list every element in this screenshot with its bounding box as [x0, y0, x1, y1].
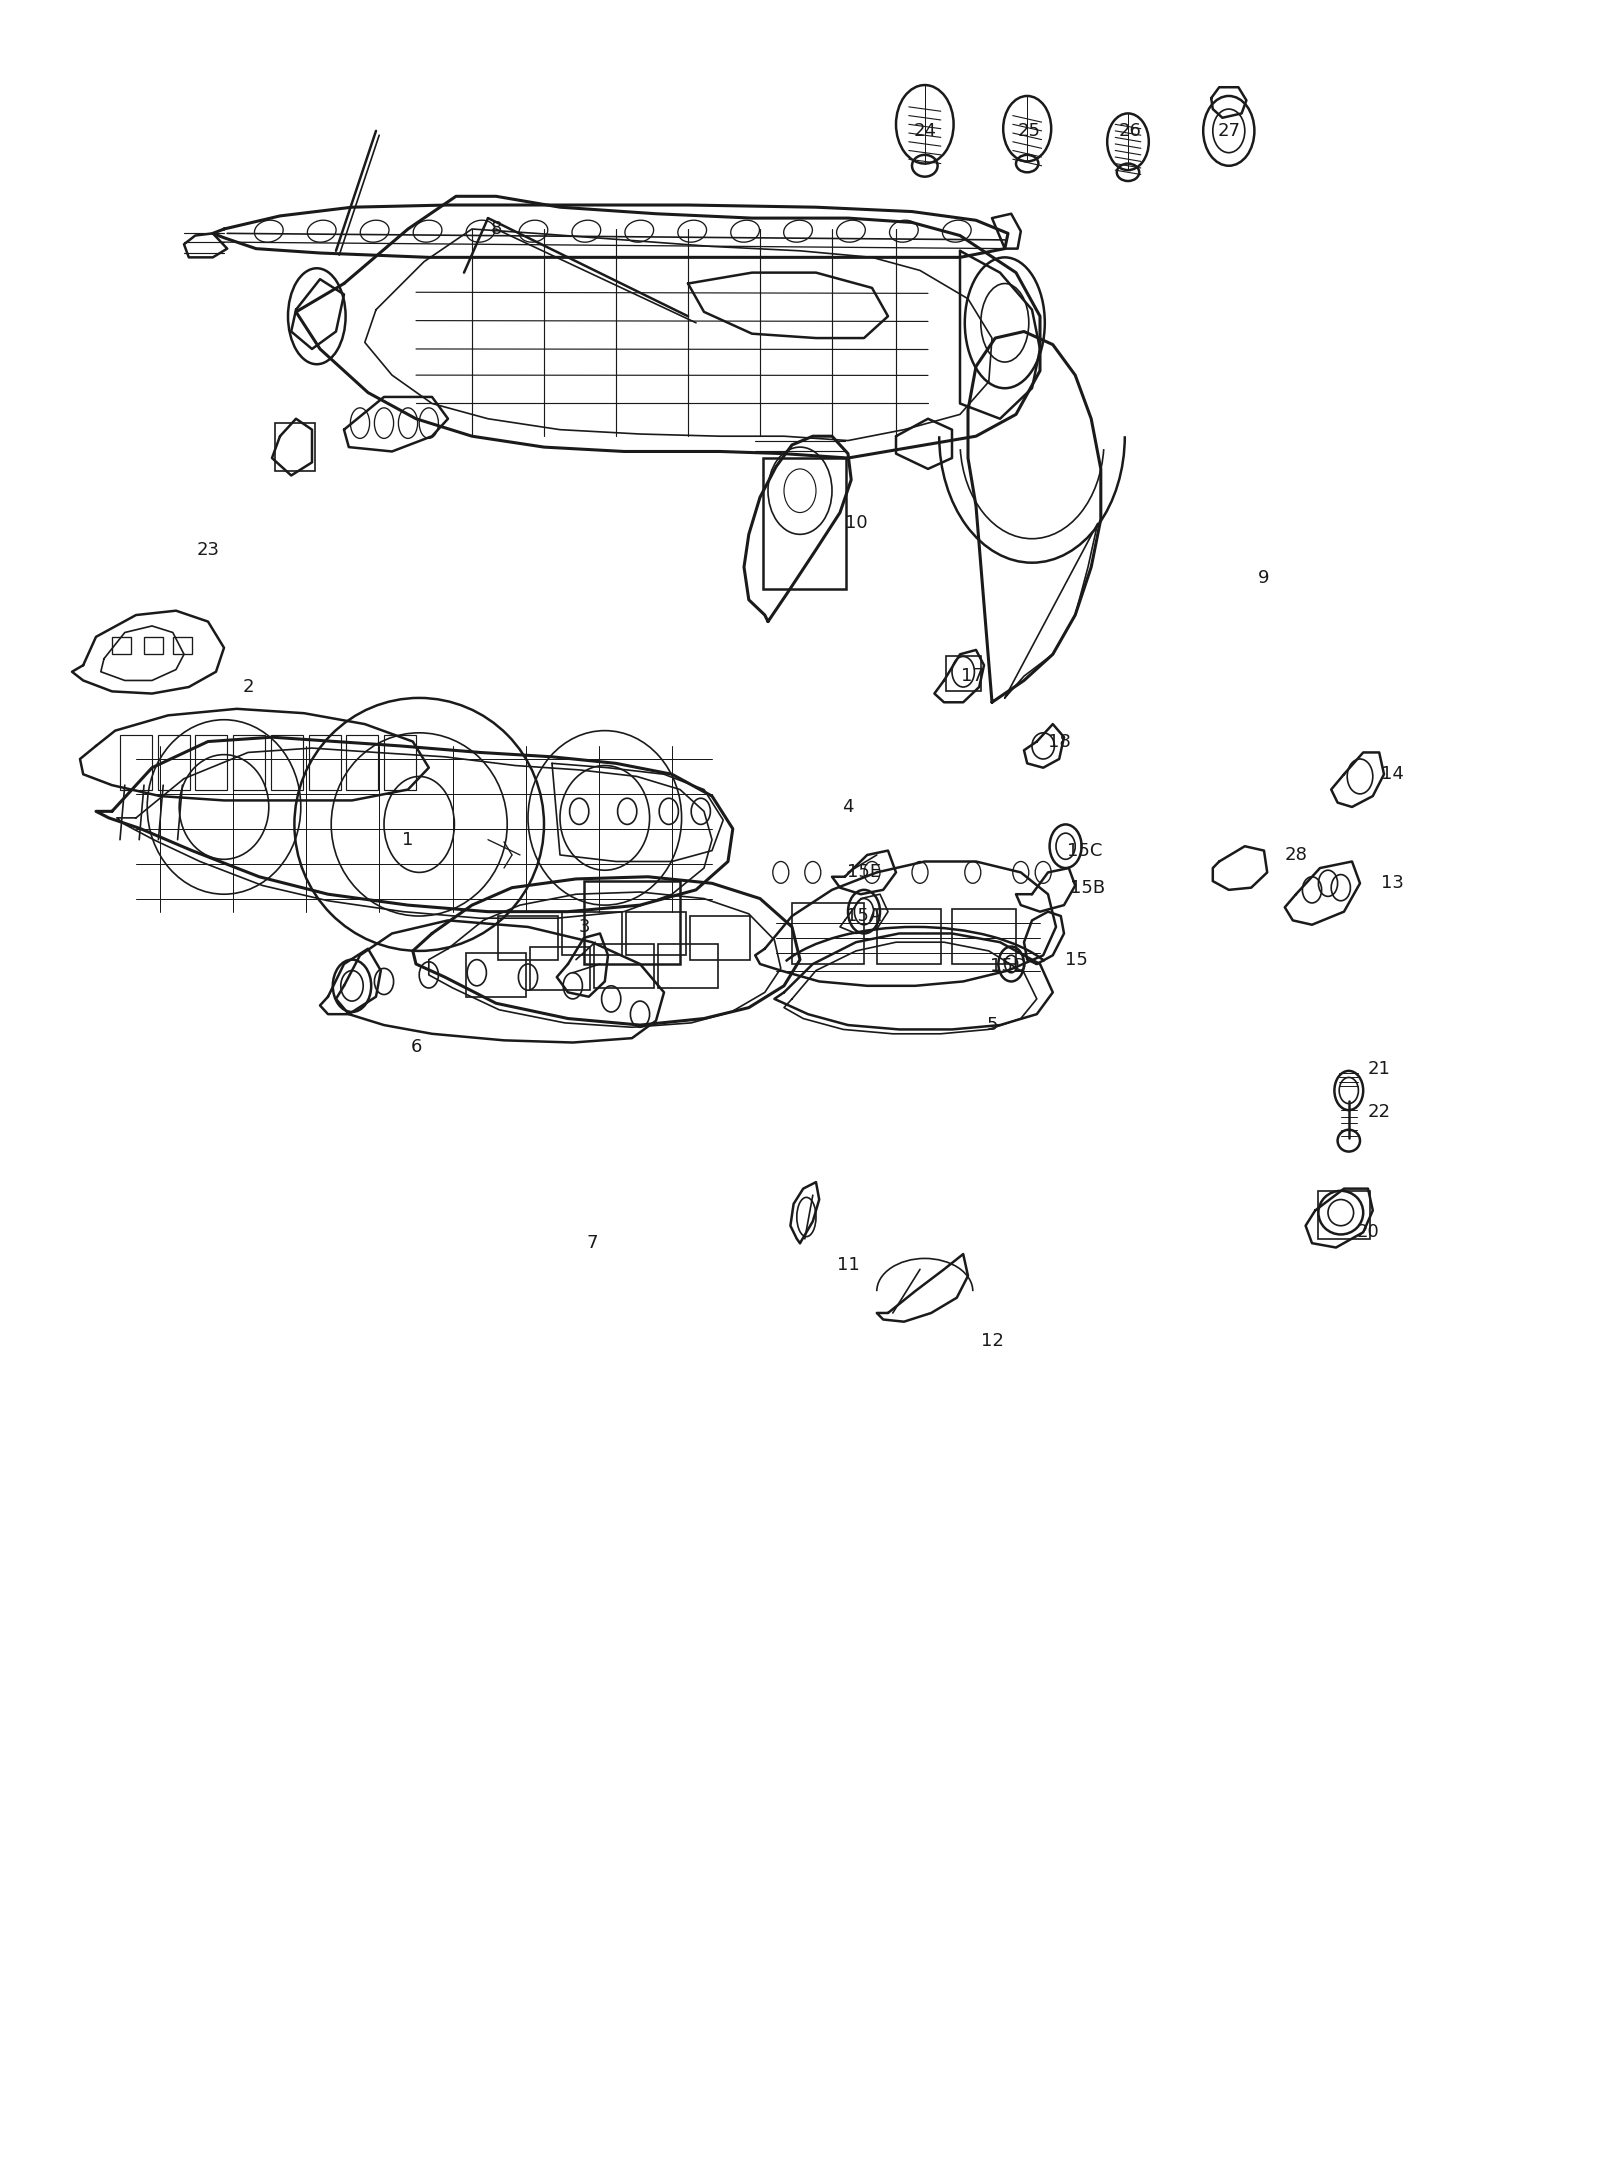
Bar	[584, 881, 680, 964]
Text: 6: 6	[410, 1038, 422, 1056]
Text: 12: 12	[981, 1333, 1003, 1350]
Text: 7: 7	[586, 1234, 598, 1252]
Text: 15C: 15C	[1067, 842, 1102, 859]
Bar	[234, 735, 266, 790]
Bar	[946, 656, 981, 691]
Text: 28: 28	[1285, 846, 1307, 864]
Bar	[763, 458, 846, 589]
Text: 20: 20	[1357, 1224, 1379, 1241]
Text: 1: 1	[402, 831, 414, 848]
Text: 15E: 15E	[846, 864, 882, 881]
Bar	[562, 912, 622, 955]
Bar	[384, 735, 416, 790]
Bar	[690, 916, 750, 960]
Bar	[112, 637, 131, 654]
Bar	[792, 903, 864, 964]
Text: 3: 3	[578, 918, 590, 936]
Text: 18: 18	[1048, 733, 1070, 750]
Text: 11: 11	[837, 1256, 859, 1274]
Bar	[626, 912, 686, 955]
Text: 27: 27	[1218, 122, 1240, 140]
Bar	[195, 735, 227, 790]
Bar	[158, 735, 190, 790]
Text: 23: 23	[197, 541, 219, 558]
Text: 15B: 15B	[1070, 879, 1106, 896]
Text: 9: 9	[1258, 569, 1270, 587]
Text: 8: 8	[490, 220, 502, 238]
Bar	[173, 637, 192, 654]
Bar	[498, 916, 558, 960]
Bar	[530, 947, 590, 990]
Bar	[594, 944, 654, 988]
Bar	[952, 909, 1016, 964]
Text: 17: 17	[962, 667, 984, 685]
Text: 22: 22	[1368, 1104, 1390, 1121]
Text: 5: 5	[986, 1016, 998, 1034]
Text: 21: 21	[1368, 1060, 1390, 1077]
Bar	[144, 637, 163, 654]
Text: 26: 26	[1118, 122, 1141, 140]
Bar	[1318, 1191, 1370, 1239]
Text: 13: 13	[1381, 875, 1403, 892]
Text: 15D: 15D	[990, 957, 1026, 975]
Text: 24: 24	[914, 122, 936, 140]
Bar	[658, 944, 718, 988]
Bar	[275, 423, 315, 471]
Bar	[466, 953, 526, 997]
Bar	[346, 735, 378, 790]
Text: 15A: 15A	[846, 907, 882, 925]
Text: 14: 14	[1381, 766, 1403, 783]
Text: 2: 2	[242, 678, 254, 696]
Bar	[120, 735, 152, 790]
Bar	[309, 735, 341, 790]
Text: 25: 25	[1018, 122, 1040, 140]
Bar	[877, 909, 941, 964]
Text: 10: 10	[845, 515, 867, 532]
Bar	[270, 735, 302, 790]
Text: 4: 4	[842, 798, 854, 816]
Text: 15: 15	[1066, 951, 1088, 968]
